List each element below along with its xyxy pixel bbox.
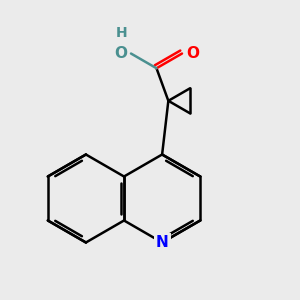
Text: H: H	[116, 26, 127, 40]
Text: O: O	[186, 46, 199, 61]
Text: N: N	[156, 235, 169, 250]
Text: O: O	[114, 46, 127, 61]
